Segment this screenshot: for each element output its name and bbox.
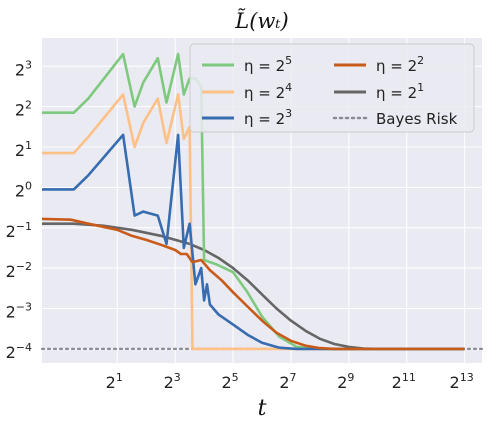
x-tick-label-base: 2 bbox=[279, 373, 289, 392]
y-tick-label-exponent: −3 bbox=[16, 300, 32, 313]
y-tick-label-base: 2 bbox=[15, 181, 25, 200]
legend-label: Bayes Risk bbox=[376, 110, 458, 128]
series-line bbox=[42, 133, 465, 351]
y-tick-label-base: 2 bbox=[6, 343, 16, 362]
y-tick-label: 21 bbox=[15, 139, 32, 160]
legend-label-exponent: 5 bbox=[285, 54, 292, 67]
legend-label-base: η = 2 bbox=[244, 110, 285, 128]
x-ticks: 21 23 25 27 29 211 213 bbox=[106, 371, 474, 392]
legend-label-base: η = 2 bbox=[376, 84, 417, 102]
x-tick-label-base: 2 bbox=[392, 373, 402, 392]
y-tick-label: 20 bbox=[15, 179, 32, 200]
y-tick-label: 2−2 bbox=[6, 260, 32, 281]
legend-label-exponent: 3 bbox=[285, 107, 292, 120]
legend-label: η = 23 bbox=[244, 107, 292, 128]
x-axis-label: t bbox=[258, 396, 267, 421]
legend-label-base: η = 2 bbox=[244, 57, 285, 75]
y-tick-label-exponent: −2 bbox=[16, 260, 32, 273]
y-tick-label-exponent: 0 bbox=[25, 179, 32, 192]
series-line bbox=[42, 222, 465, 351]
legend-label-exponent: 2 bbox=[417, 54, 424, 67]
legend-label: η = 22 bbox=[376, 54, 424, 75]
y-tick-label-exponent: −4 bbox=[16, 341, 32, 354]
legend-label: η = 25 bbox=[244, 54, 292, 75]
y-tick-label-base: 2 bbox=[15, 141, 25, 160]
x-tick-label-exponent: 11 bbox=[402, 371, 416, 384]
legend-label: η = 24 bbox=[244, 81, 292, 102]
x-tick-label-base: 2 bbox=[164, 373, 174, 392]
legend-label-base: η = 2 bbox=[376, 57, 417, 75]
legend-label-base: Bayes Risk bbox=[376, 110, 458, 128]
x-tick-label: 27 bbox=[279, 371, 296, 392]
y-tick-label-exponent: 3 bbox=[25, 58, 32, 71]
legend-label-base: η = 2 bbox=[244, 84, 285, 102]
y-tick-label: 22 bbox=[15, 99, 32, 120]
x-tick-label-base: 2 bbox=[337, 373, 347, 392]
x-tick-label: 25 bbox=[221, 371, 238, 392]
y-tick-label-base: 2 bbox=[6, 262, 16, 281]
legend-box bbox=[189, 43, 475, 133]
y-tick-label-base: 2 bbox=[6, 222, 16, 241]
y-tick-label-exponent: 1 bbox=[25, 139, 32, 152]
series-line bbox=[41, 217, 465, 351]
y-tick-label-base: 2 bbox=[15, 60, 25, 79]
x-tick-label-exponent: 3 bbox=[174, 371, 181, 384]
legend-label: η = 21 bbox=[376, 81, 424, 102]
x-tick-label: 213 bbox=[450, 371, 474, 392]
y-tick-label-base: 2 bbox=[6, 302, 16, 321]
legend-label-exponent: 1 bbox=[417, 81, 424, 94]
x-tick-label: 21 bbox=[106, 371, 123, 392]
y-tick-label: 2−4 bbox=[6, 341, 32, 362]
y-tick-label-exponent: −1 bbox=[16, 220, 32, 233]
chart-title: L̃(wₜ) bbox=[234, 9, 288, 33]
legend-label-exponent: 4 bbox=[285, 81, 292, 94]
x-tick-label-base: 2 bbox=[450, 373, 460, 392]
x-tick-label: 23 bbox=[164, 371, 181, 392]
x-tick-label-exponent: 13 bbox=[460, 371, 474, 384]
x-tick-label-exponent: 9 bbox=[347, 371, 354, 384]
x-tick-label: 29 bbox=[337, 371, 354, 392]
y-tick-label: 2−1 bbox=[6, 220, 32, 241]
x-tick-label-exponent: 5 bbox=[232, 371, 239, 384]
x-tick-label: 211 bbox=[392, 371, 416, 392]
x-tick-label-exponent: 1 bbox=[116, 371, 123, 384]
x-tick-label-base: 2 bbox=[106, 373, 116, 392]
y-tick-label-exponent: 2 bbox=[25, 99, 32, 112]
y-tick-label-base: 2 bbox=[15, 101, 25, 120]
y-tick-label: 2−3 bbox=[6, 300, 32, 321]
x-tick-label-exponent: 7 bbox=[290, 371, 297, 384]
y-tick-label: 23 bbox=[15, 58, 32, 79]
x-tick-label-base: 2 bbox=[221, 373, 231, 392]
